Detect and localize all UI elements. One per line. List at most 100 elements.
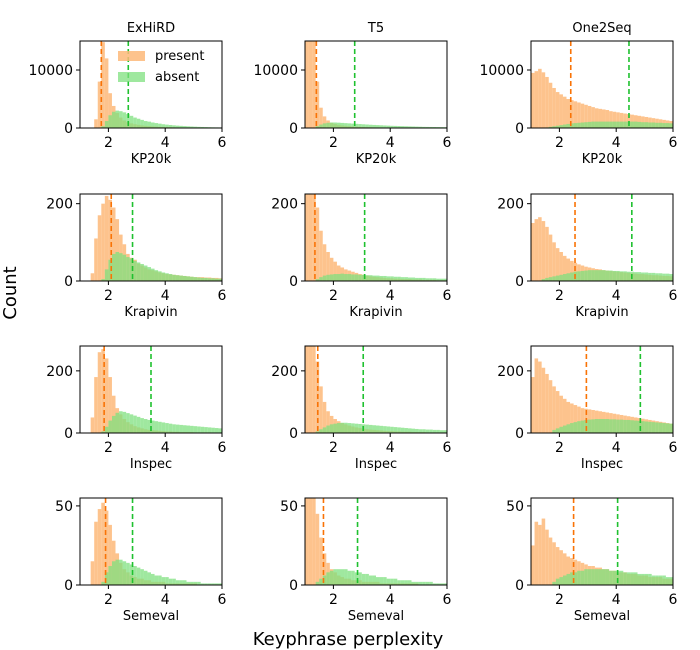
absent-bar [404, 126, 408, 128]
present-bar [577, 102, 581, 128]
absent-bar [151, 122, 155, 128]
absent-bar [182, 275, 187, 281]
absent-bar [214, 278, 219, 281]
absent-bar [133, 566, 137, 585]
absent-bar [390, 276, 394, 281]
absent-bar [207, 427, 212, 433]
absent-bar [605, 419, 610, 433]
present-bar [308, 498, 313, 585]
absent-bar [669, 123, 673, 128]
panel-frame [530, 497, 674, 586]
absent-bar [175, 424, 180, 433]
absent-bar [425, 429, 430, 433]
absent-bar [158, 575, 162, 585]
absent-bar [623, 121, 627, 128]
absent-bar [200, 277, 205, 281]
absent-bar [179, 275, 183, 281]
absent-bar [425, 581, 430, 585]
present-bar [559, 395, 563, 433]
absent-bar [336, 423, 341, 433]
absent-bar [101, 126, 105, 128]
absent-bar [602, 419, 606, 433]
absent-bar [619, 121, 624, 128]
absent-bar [400, 427, 405, 433]
present-bar [326, 411, 330, 433]
present-bar [308, 41, 313, 128]
absent-bar [577, 122, 581, 128]
present-bar [616, 112, 620, 128]
present-bar [559, 252, 563, 281]
present-bar [573, 559, 578, 585]
absent-bar [570, 423, 574, 433]
absent-bar [390, 125, 394, 128]
absent-bar [322, 427, 327, 433]
absent-bar [662, 575, 666, 585]
absent-bar [122, 411, 127, 433]
present-bar [101, 42, 105, 128]
absent-bar [179, 424, 183, 433]
present-bar [326, 252, 330, 281]
present-bar [570, 100, 574, 128]
y-tick-label: 200 [46, 364, 73, 380]
present-bar [308, 346, 313, 433]
present-bar [538, 361, 542, 433]
absent-bar [439, 278, 444, 281]
x-tick-label: 4 [386, 135, 395, 151]
absent-bar [623, 572, 627, 585]
absent-bar [172, 125, 176, 128]
y-tick-label: 0 [515, 578, 524, 594]
absent-bar [365, 573, 369, 585]
absent-bar [562, 274, 567, 281]
absent-bar [179, 580, 183, 585]
absent-bar [319, 124, 323, 128]
x-tick-label: 2 [555, 440, 564, 456]
absent-bar [644, 122, 649, 128]
present-bar [319, 537, 323, 585]
absent-bar [633, 572, 638, 585]
absent-bar [315, 581, 320, 585]
absent-bar [587, 121, 592, 128]
x-tick-label: 2 [329, 592, 338, 608]
absent-bar [108, 115, 112, 128]
absent-bar [548, 126, 553, 128]
absent-bar [415, 126, 419, 128]
dataset-label: Semeval [348, 609, 404, 624]
present-bar [555, 391, 560, 433]
absent-bar [151, 573, 155, 585]
absent-bar [182, 425, 187, 433]
present-bar [562, 553, 567, 585]
present-bar [633, 115, 638, 128]
x-tick-label: 2 [104, 288, 113, 304]
x-tick-label: 4 [161, 440, 170, 456]
x-tick-label: 4 [612, 288, 621, 304]
absent-bar [186, 276, 191, 281]
legend-label-absent: absent [155, 70, 199, 85]
present-bar [115, 219, 120, 281]
absent-bar [651, 122, 656, 128]
absent-bar [390, 578, 394, 585]
x-tick-label: 2 [555, 592, 564, 608]
absent-bar [651, 422, 656, 434]
absent-bar [119, 111, 123, 128]
dataset-label: Semeval [123, 609, 179, 624]
absent-bar [605, 569, 610, 585]
panel-frame [304, 497, 448, 586]
absent-bar [669, 274, 673, 281]
absent-bar [344, 274, 348, 281]
x-tick-label: 4 [161, 135, 170, 151]
present-bar [577, 406, 581, 433]
y-tick-label: 0 [289, 121, 298, 137]
absent-bar [587, 419, 592, 433]
absent-bar [580, 122, 585, 128]
present-bar [594, 108, 599, 128]
y-tick-label: 10000 [28, 63, 73, 79]
y-tick-label: 0 [515, 274, 524, 290]
absent-bar [204, 427, 208, 433]
absent-bar [432, 583, 437, 585]
absent-bar [172, 424, 176, 433]
absent-bar [197, 581, 201, 585]
x-tick-label: 6 [669, 135, 678, 151]
absent-bar [658, 273, 663, 281]
absent-bar [415, 277, 419, 281]
absent-bar [122, 254, 127, 281]
